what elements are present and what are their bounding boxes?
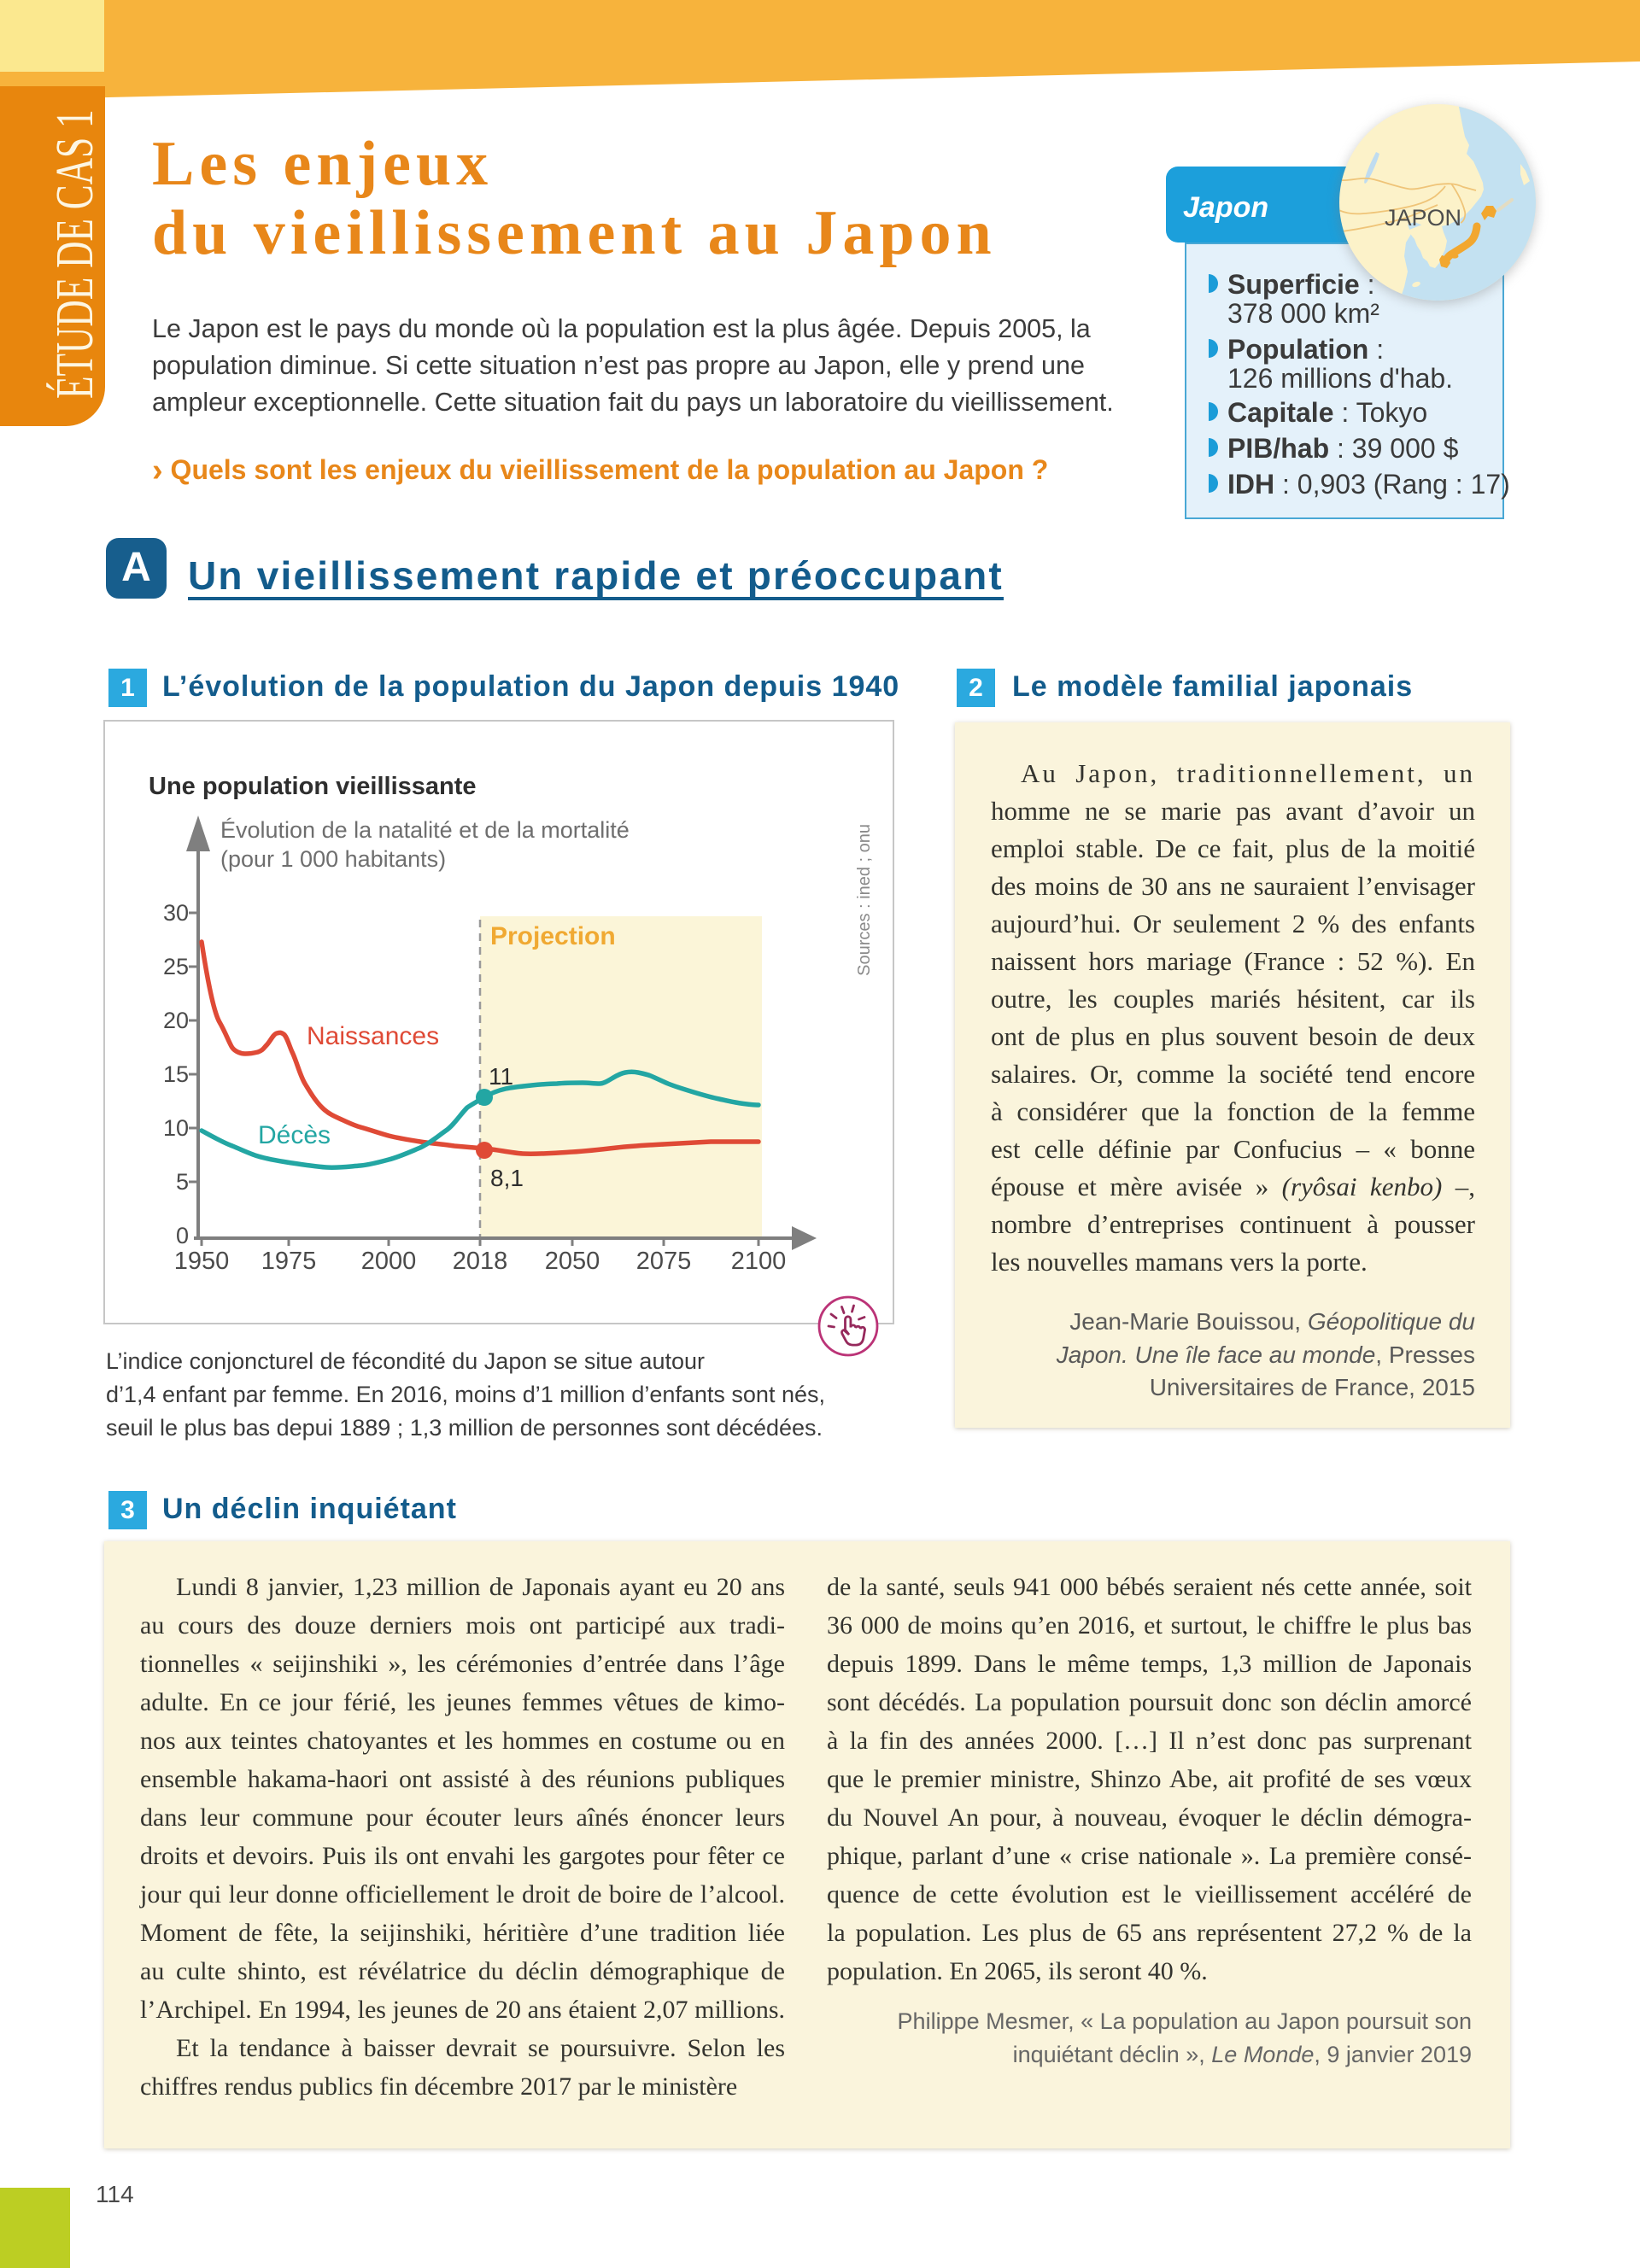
svg-text:JAPON: JAPON xyxy=(1385,205,1461,231)
